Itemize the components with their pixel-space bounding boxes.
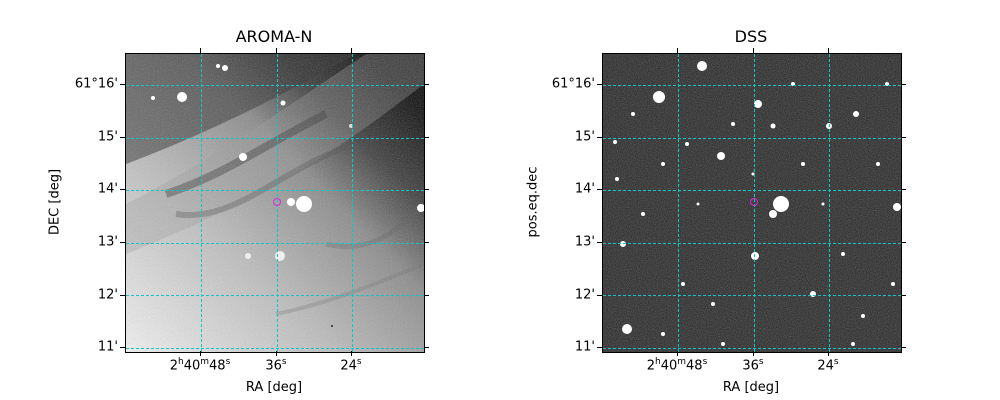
panel-title: DSS (734, 27, 768, 46)
y-tick (597, 189, 602, 190)
y-tick (424, 295, 429, 296)
y-tick (120, 137, 125, 138)
y-tick-label: 14' (574, 181, 595, 197)
x-tick-label: 2h40m48s (646, 357, 708, 374)
grid-line (126, 295, 424, 296)
grid-line (678, 54, 679, 352)
y-tick (901, 137, 906, 138)
y-tick (901, 295, 906, 296)
grid-line (126, 85, 424, 86)
y-tick (120, 347, 125, 348)
y-tick (120, 242, 125, 243)
x-tick-label: 2h40m48s (169, 357, 231, 374)
grid-line (603, 138, 901, 139)
y-tick (597, 242, 602, 243)
y-tick (120, 295, 125, 296)
y-tick-label: 15' (97, 129, 118, 145)
y-tick (424, 347, 429, 348)
x-tick (200, 48, 201, 53)
grid-line (126, 348, 424, 349)
grid-line (126, 190, 424, 191)
grid-line (352, 54, 353, 352)
y-tick (424, 84, 429, 85)
x-tick (828, 351, 829, 356)
x-tick (677, 48, 678, 53)
y-tick (120, 84, 125, 85)
grid-line (126, 138, 424, 139)
target-marker (750, 198, 758, 206)
y-tick-label: 13' (97, 234, 118, 250)
y-tick (424, 242, 429, 243)
grid-line (829, 54, 830, 352)
dss-image (602, 53, 902, 353)
grid-line (126, 243, 424, 244)
y-tick-label: 13' (574, 234, 595, 250)
y-tick (597, 347, 602, 348)
x-axis-label: RA [deg] (722, 380, 780, 395)
grid-line (201, 54, 202, 352)
y-tick (901, 84, 906, 85)
y-tick-label: 61°16' (551, 76, 595, 92)
x-tick (351, 48, 352, 53)
y-tick (901, 189, 906, 190)
y-tick-label: 11' (574, 339, 595, 355)
y-tick-label: 12' (97, 287, 118, 303)
x-tick-label: 24s (340, 357, 362, 374)
grid-line (603, 348, 901, 349)
x-tick (828, 48, 829, 53)
y-axis-label: DEC [deg] (47, 168, 63, 236)
panel-title: AROMA-N (235, 27, 313, 46)
target-marker (273, 198, 281, 206)
aroma-n-image (125, 53, 425, 353)
y-tick (901, 347, 906, 348)
y-tick (597, 137, 602, 138)
y-axis-label: pos.eq.dec (525, 166, 541, 238)
x-tick-label: 36s (265, 357, 287, 374)
y-tick (597, 295, 602, 296)
y-tick-label: 15' (574, 129, 595, 145)
x-tick-label: 36s (742, 357, 764, 374)
x-axis-label: RA [deg] (245, 380, 303, 395)
x-tick-label: 24s (817, 357, 839, 374)
grid-line (603, 190, 901, 191)
x-tick (753, 48, 754, 53)
y-tick-label: 12' (574, 287, 595, 303)
grid-line (603, 243, 901, 244)
y-tick (424, 189, 429, 190)
x-tick (276, 48, 277, 53)
x-tick (677, 351, 678, 356)
y-tick (424, 137, 429, 138)
y-tick (120, 189, 125, 190)
y-tick (901, 242, 906, 243)
grid-line (603, 295, 901, 296)
y-tick-label: 14' (97, 181, 118, 197)
x-tick (753, 351, 754, 356)
y-tick-label: 61°16' (74, 76, 118, 92)
x-tick (276, 351, 277, 356)
x-tick (351, 351, 352, 356)
x-tick (200, 351, 201, 356)
y-tick-label: 11' (97, 339, 118, 355)
grid-line (603, 85, 901, 86)
y-tick (597, 84, 602, 85)
